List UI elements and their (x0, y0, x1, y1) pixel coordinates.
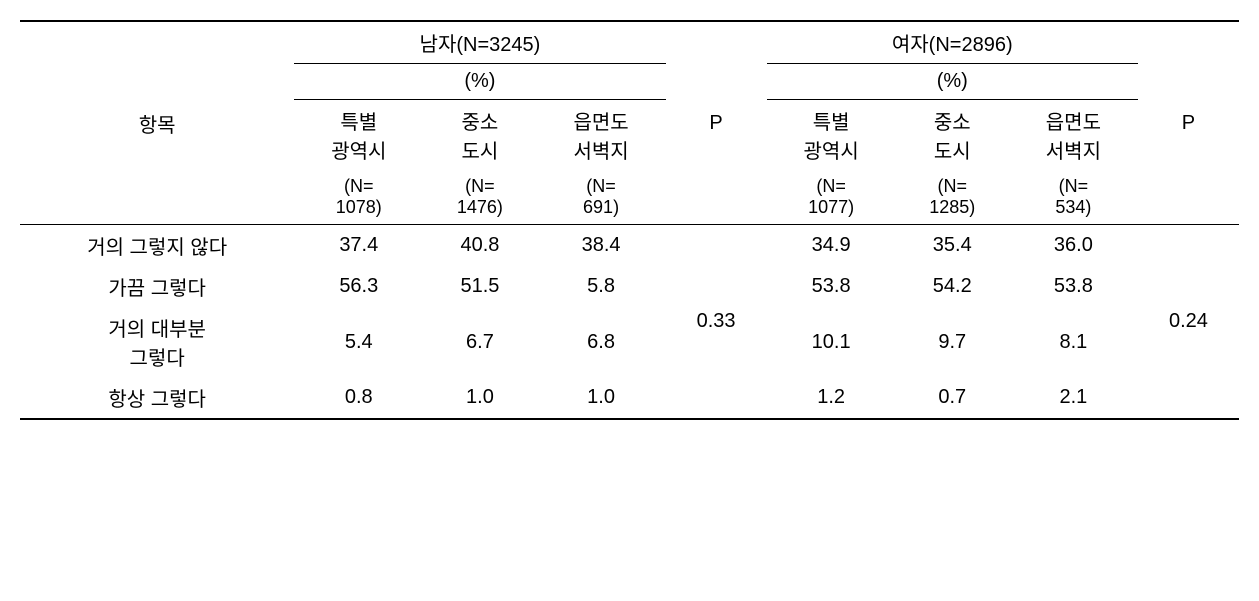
cell: 51.5 (423, 266, 536, 307)
cell: 6.8 (537, 307, 666, 377)
cell: 9.7 (896, 307, 1009, 377)
male-group-header: 남자(N=3245) (294, 21, 665, 64)
female-col2-header: 중소도시 (896, 100, 1009, 171)
table-row: 가끔 그렇다 56.3 51.5 5.8 53.8 54.2 53.8 (20, 266, 1239, 307)
row1-label: 거의 그렇지 않다 (20, 225, 294, 267)
cell: 53.8 (1009, 266, 1138, 307)
cell: 1.2 (767, 377, 896, 419)
cell: 53.8 (767, 266, 896, 307)
cell: 6.7 (423, 307, 536, 377)
cell: 0.8 (294, 377, 423, 419)
cell: 0.7 (896, 377, 1009, 419)
cell: 34.9 (767, 225, 896, 267)
p-header-female: P (1138, 21, 1239, 225)
cell: 37.4 (294, 225, 423, 267)
row2-label: 가끔 그렇다 (20, 266, 294, 307)
row4-label: 항상 그렇다 (20, 377, 294, 419)
male-col3-header: 읍면도서벽지 (537, 100, 666, 171)
cell: 38.4 (537, 225, 666, 267)
cell: 56.3 (294, 266, 423, 307)
cell: 40.8 (423, 225, 536, 267)
female-group-header: 여자(N=2896) (767, 21, 1138, 64)
male-n2: (N=1476) (423, 170, 536, 225)
table-row: 항상 그렇다 0.8 1.0 1.0 1.2 0.7 2.1 (20, 377, 1239, 419)
male-col2-header: 중소도시 (423, 100, 536, 171)
cell: 35.4 (896, 225, 1009, 267)
male-col1-header: 특별광역시 (294, 100, 423, 171)
cell: 5.4 (294, 307, 423, 377)
cell: 1.0 (537, 377, 666, 419)
header-row-groups: 항목 남자(N=3245) P 여자(N=2896) P (20, 21, 1239, 64)
cell: 8.1 (1009, 307, 1138, 377)
female-percent-header: (%) (767, 64, 1138, 100)
p-header-male: P (666, 21, 767, 225)
female-col3-header: 읍면도서벽지 (1009, 100, 1138, 171)
cell: 2.1 (1009, 377, 1138, 419)
male-n3: (N=691) (537, 170, 666, 225)
cell: 5.8 (537, 266, 666, 307)
statistics-table: 항목 남자(N=3245) P 여자(N=2896) P (%) (%) 특별광… (20, 20, 1239, 420)
p-value-female: 0.24 (1138, 225, 1239, 420)
female-n1: (N=1077) (767, 170, 896, 225)
table-row: 거의 그렇지 않다 37.4 40.8 38.4 0.33 34.9 35.4 … (20, 225, 1239, 267)
male-percent-header: (%) (294, 64, 665, 100)
cell: 36.0 (1009, 225, 1138, 267)
cell: 10.1 (767, 307, 896, 377)
female-n3: (N=534) (1009, 170, 1138, 225)
item-header: 항목 (20, 21, 294, 225)
male-n1: (N=1078) (294, 170, 423, 225)
row3-label: 거의 대부분그렇다 (20, 307, 294, 377)
female-n2: (N=1285) (896, 170, 1009, 225)
cell: 1.0 (423, 377, 536, 419)
table-row: 거의 대부분그렇다 5.4 6.7 6.8 10.1 9.7 8.1 (20, 307, 1239, 377)
p-value-male: 0.33 (666, 225, 767, 420)
female-col1-header: 특별광역시 (767, 100, 896, 171)
cell: 54.2 (896, 266, 1009, 307)
